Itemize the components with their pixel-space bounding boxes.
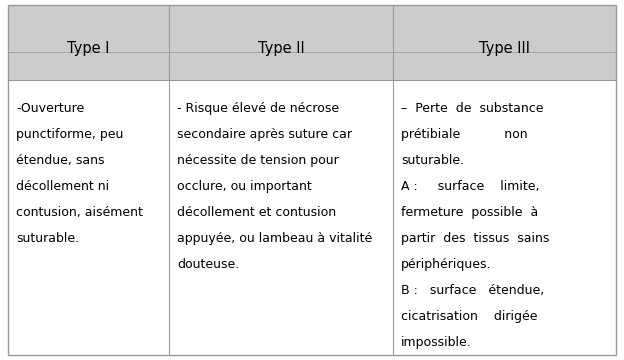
Text: B :   surface   étendue,: B : surface étendue, — [401, 284, 544, 297]
Bar — [393, 5, 616, 80]
Text: cicatrisation    dirigée: cicatrisation dirigée — [401, 310, 537, 323]
Text: –  Perte  de  substance: – Perte de substance — [401, 102, 544, 115]
Bar — [8, 5, 169, 80]
Text: punctiforme, peu: punctiforme, peu — [16, 128, 124, 141]
Text: partir  des  tissus  sains: partir des tissus sains — [401, 232, 549, 245]
Text: Type III: Type III — [479, 41, 530, 56]
Text: prétibiale           non: prétibiale non — [401, 128, 527, 141]
Text: appuyée, ou lambeau à vitalité: appuyée, ou lambeau à vitalité — [177, 232, 373, 245]
Text: fermeture  possible  à: fermeture possible à — [401, 206, 538, 219]
Text: occlure, ou important: occlure, ou important — [177, 180, 312, 193]
Text: suturable.: suturable. — [16, 232, 79, 245]
Text: douteuse.: douteuse. — [177, 258, 240, 271]
Text: décollement et contusion: décollement et contusion — [177, 206, 336, 219]
Text: contusion, aisément: contusion, aisément — [16, 206, 143, 219]
Text: Type II: Type II — [258, 41, 305, 56]
Text: périphériques.: périphériques. — [401, 258, 491, 271]
Text: - Risque élevé de nécrose: - Risque élevé de nécrose — [177, 102, 339, 115]
Text: nécessite de tension pour: nécessite de tension pour — [177, 154, 339, 167]
Text: étendue, sans: étendue, sans — [16, 154, 104, 167]
Text: Type I: Type I — [67, 41, 110, 56]
Text: suturable.: suturable. — [401, 154, 464, 167]
Text: secondaire après suture car: secondaire après suture car — [177, 128, 352, 141]
Text: -Ouverture: -Ouverture — [16, 102, 84, 115]
Text: impossible.: impossible. — [401, 336, 472, 349]
Text: décollement ni: décollement ni — [16, 180, 109, 193]
Bar — [169, 5, 393, 80]
Text: A :     surface    limite,: A : surface limite, — [401, 180, 539, 193]
